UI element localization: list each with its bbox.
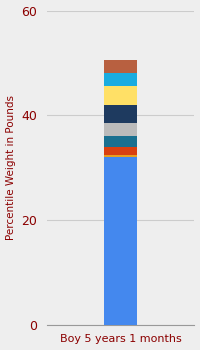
Y-axis label: Percentile Weight in Pounds: Percentile Weight in Pounds (6, 95, 16, 240)
Bar (104, 123, 137, 136)
Bar (104, 74, 137, 86)
Bar (104, 136, 137, 147)
Bar (104, 105, 137, 123)
Bar (104, 147, 137, 155)
Bar (104, 157, 137, 325)
Bar (104, 60, 137, 74)
Bar (104, 155, 137, 157)
Bar (104, 86, 137, 105)
